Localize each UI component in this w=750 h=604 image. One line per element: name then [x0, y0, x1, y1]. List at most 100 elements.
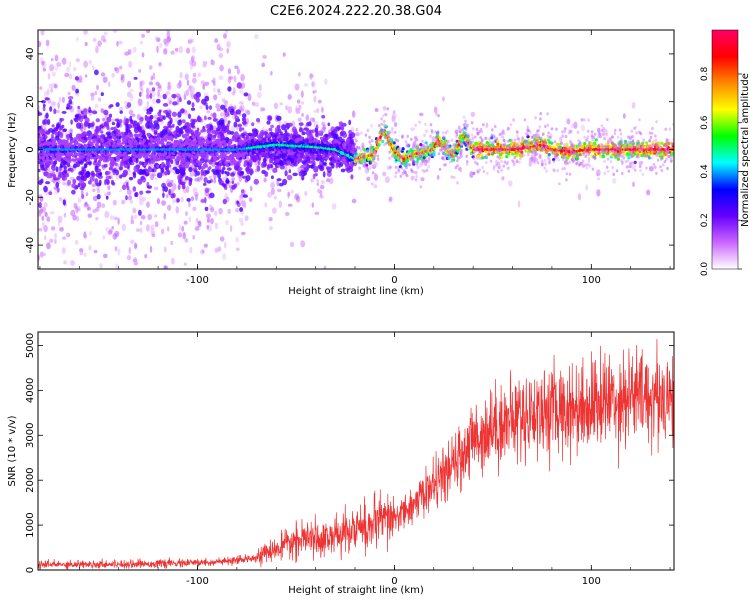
heatmap-cell — [366, 128, 370, 133]
heatmap-cell — [246, 169, 251, 175]
heatmap-cell — [273, 138, 277, 142]
heatmap-cell — [99, 263, 104, 269]
heatmap-cell — [240, 73, 245, 82]
heatmap-cell — [391, 112, 397, 120]
heatmap-cell — [151, 91, 156, 98]
heatmap-cell — [103, 109, 109, 116]
heatmap-cell — [178, 141, 182, 146]
heatmap-cell — [211, 168, 217, 173]
heatmap-cell — [202, 182, 207, 186]
heatmap-cell — [337, 141, 341, 145]
heatmap-cell — [50, 226, 56, 231]
heatmap-cell — [315, 128, 319, 134]
heatmap-cell — [106, 171, 111, 175]
heatmap-cell — [254, 33, 259, 40]
heatmap-cell — [229, 131, 235, 135]
heatmap-cell — [56, 145, 61, 149]
heatmap-cell — [95, 45, 99, 54]
heatmap-cell — [327, 122, 331, 127]
heatmap-cell — [138, 91, 142, 97]
heatmap-cell — [226, 41, 231, 48]
heatmap-cell — [276, 115, 282, 121]
heatmap-cell — [151, 87, 156, 92]
heatmap-cell — [39, 86, 43, 90]
heatmap-cell — [233, 75, 237, 83]
heatmap-cell — [151, 160, 155, 164]
heatmap-cell — [154, 36, 159, 40]
heatmap-cell — [168, 141, 172, 145]
heatmap-cell — [101, 138, 105, 142]
heatmap-cell — [99, 134, 106, 140]
heatmap-cell — [71, 183, 77, 189]
heatmap-cell — [176, 82, 182, 89]
heatmap-cell — [282, 178, 288, 186]
heatmap-cell — [115, 102, 120, 108]
heatmap-cell — [178, 97, 182, 103]
heatmap-cell — [125, 118, 130, 124]
heatmap-cell — [269, 226, 273, 231]
heatmap-cell — [84, 74, 88, 78]
heatmap-cell — [234, 134, 238, 138]
heatmap-cell — [83, 176, 87, 181]
heatmap-cell — [342, 130, 347, 135]
heatmap-cell — [122, 169, 129, 176]
heatmap-cell — [118, 106, 124, 111]
heatmap-cell — [71, 84, 76, 91]
heatmap-cell — [286, 174, 293, 181]
heatmap-cell — [308, 164, 314, 168]
heatmap-cell — [83, 234, 88, 239]
heatmap-cell — [113, 126, 117, 130]
heatmap-cell — [149, 65, 153, 70]
heatmap-cell — [58, 172, 62, 178]
heatmap-cell — [282, 52, 286, 57]
heatmap-cell — [182, 125, 187, 130]
heatmap-cell — [46, 88, 50, 96]
heatmap-cell — [268, 158, 272, 164]
heatmap-cell — [193, 93, 198, 100]
heatmap-cell — [165, 165, 170, 172]
heatmap-cell — [212, 87, 217, 92]
heatmap-cell — [56, 187, 60, 193]
heatmap-cell — [45, 211, 48, 218]
heatmap-cell — [200, 129, 204, 133]
heatmap-cell — [248, 132, 252, 137]
heatmap-cell — [229, 225, 233, 233]
heatmap-cell — [241, 189, 245, 194]
heatmap-cell — [162, 115, 166, 121]
heatmap-cell — [108, 113, 113, 118]
heatmap-cell — [267, 133, 271, 137]
heatmap-cell — [212, 118, 218, 122]
heatmap-cell — [72, 214, 77, 221]
heatmap-cell — [38, 40, 42, 48]
heatmap-cell — [165, 90, 171, 96]
heatmap-cell — [127, 195, 133, 201]
heatmap-cell — [116, 40, 119, 47]
heatmap-cell — [314, 138, 318, 142]
heatmap-cell — [84, 131, 88, 135]
heatmap-cell — [81, 174, 84, 181]
heatmap-cell — [228, 140, 232, 144]
heatmap-cell — [87, 141, 91, 145]
heatmap-cell — [96, 168, 102, 173]
heatmap-cell — [240, 231, 246, 236]
heatmap-cell — [85, 144, 89, 148]
heatmap-cell — [169, 117, 173, 124]
heatmap-cell — [166, 36, 171, 44]
heatmap-cell — [371, 145, 375, 149]
heatmap-cell — [288, 169, 292, 174]
heatmap-cell — [221, 98, 226, 103]
heatmap-cell — [66, 162, 71, 168]
heatmap-cell — [311, 129, 315, 134]
heatmap-cell — [164, 150, 168, 154]
heatmap-cell — [208, 166, 212, 170]
heatmap-cell — [122, 139, 126, 143]
heatmap-cell — [151, 98, 157, 104]
heatmap-cell — [293, 157, 297, 165]
heatmap-cell — [183, 90, 187, 98]
heatmap-cell — [134, 154, 138, 158]
heatmap-cell — [203, 128, 207, 133]
heatmap-cell — [193, 169, 198, 174]
heatmap-cell — [392, 141, 396, 145]
heatmap-cell — [101, 203, 106, 209]
heatmap-cell — [67, 153, 71, 157]
